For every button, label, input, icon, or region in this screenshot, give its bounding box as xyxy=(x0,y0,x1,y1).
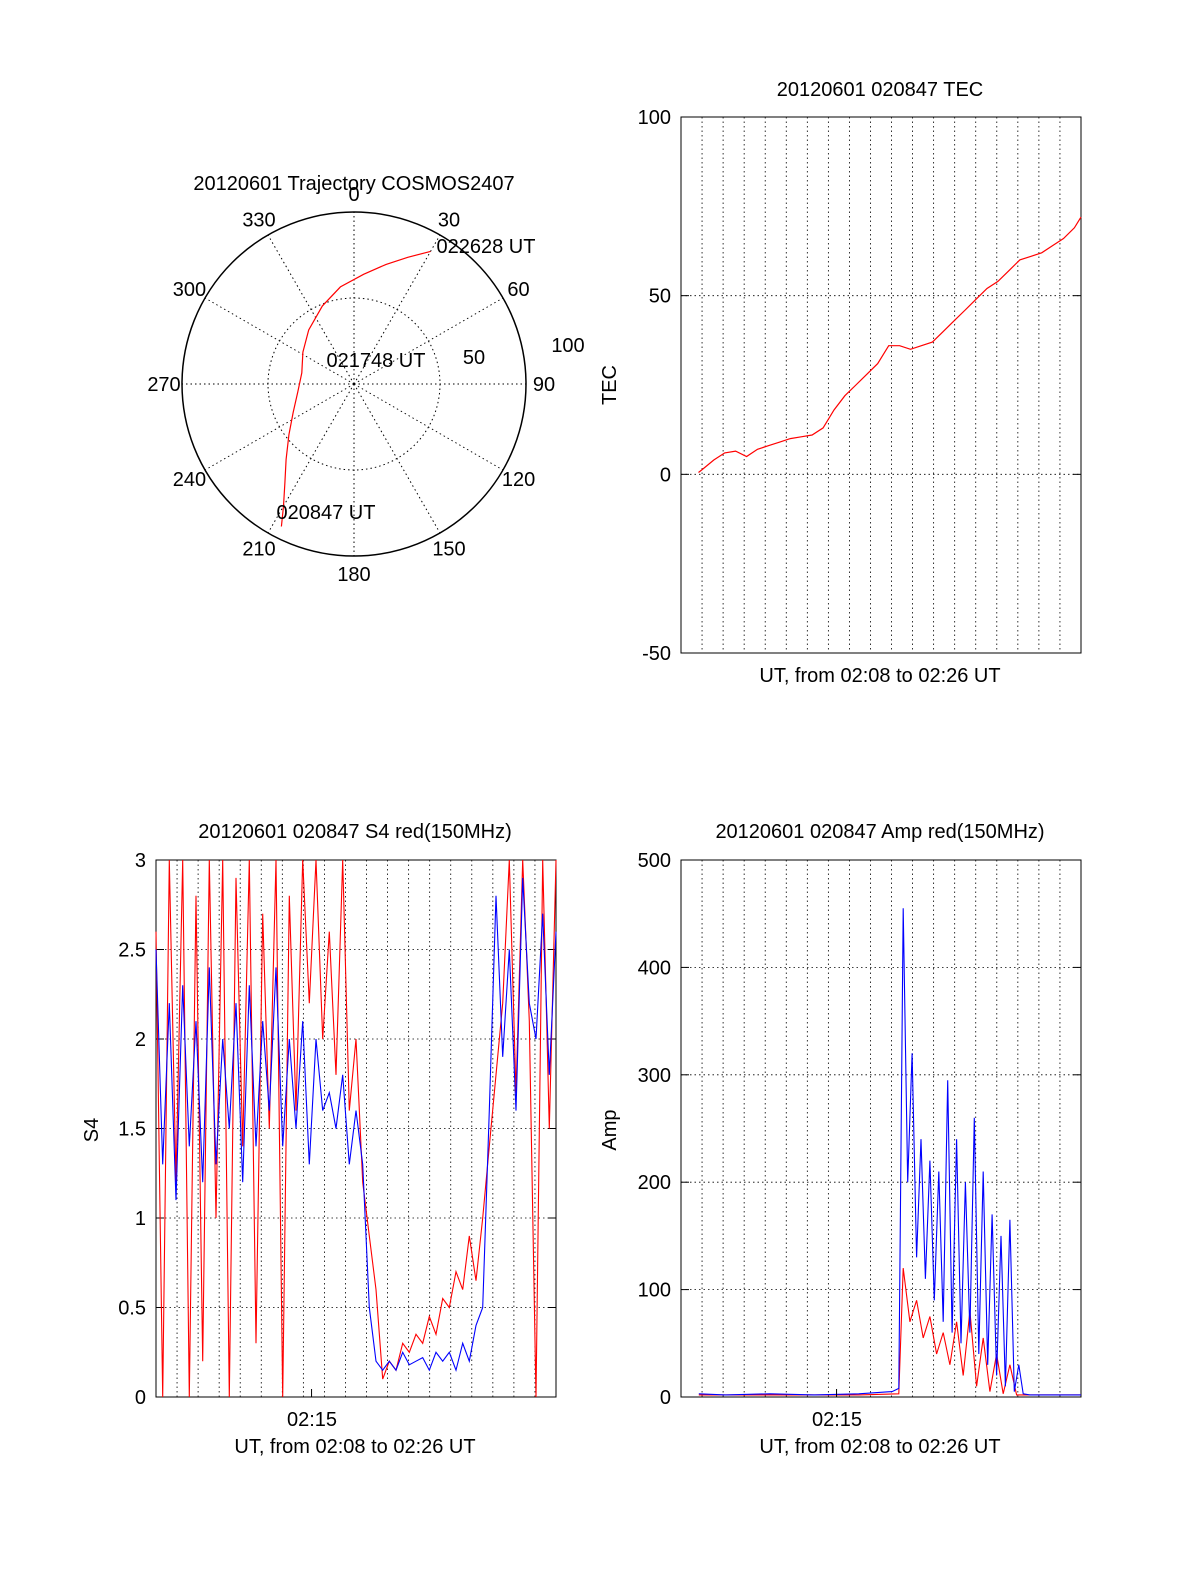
s4-title: 20120601 020847 S4 red(150MHz) xyxy=(198,821,512,843)
y-tick-label: 1 xyxy=(135,1208,146,1230)
y-tick-label: 400 xyxy=(638,957,671,979)
trajectory-azimuth-labels: 0 30 60 90 120 150 180 210 240 270 300 330 xyxy=(147,184,555,586)
tec-plot-frame xyxy=(680,116,1082,654)
spoke-line xyxy=(267,234,355,385)
azimuth-label: 300 xyxy=(173,279,206,301)
spoke-line xyxy=(267,383,355,534)
s4-panel: 20120601 020847 S4 red(150MHz) 0 0.5 1 1.5 2… xyxy=(81,821,557,1458)
amp-series-0 xyxy=(698,1268,1081,1396)
y-tick-label: 100 xyxy=(638,107,671,129)
trajectory-mid-label: 021748 UT xyxy=(327,350,426,372)
y-tick-label: 0.5 xyxy=(118,1298,146,1320)
amp-series-lines xyxy=(698,908,1081,1397)
s4-x-axis-label: UT, from 02:08 to 02:26 UT xyxy=(234,1436,475,1458)
azimuth-label: 0 xyxy=(348,184,359,206)
amp-series-1 xyxy=(698,908,1081,1396)
tec-y-axis-label: TEC xyxy=(599,365,621,405)
y-tick-label: 2.5 xyxy=(118,940,146,962)
spoke-line xyxy=(353,234,441,385)
amp-x-axis-label: UT, from 02:08 to 02:26 UT xyxy=(759,1436,1000,1458)
amp-x-tick-label: 02:15 xyxy=(812,1409,862,1431)
azimuth-label: 30 xyxy=(438,209,460,231)
trajectory-track-line xyxy=(280,250,431,527)
tec-x-axis-label: UT, from 02:08 to 02:26 UT xyxy=(759,665,1000,687)
spoke-line xyxy=(204,383,355,471)
y-tick-label: 0 xyxy=(135,1387,146,1409)
y-tick-label: 2 xyxy=(135,1029,146,1051)
s4-y-axis-label: S4 xyxy=(81,1118,103,1142)
s4-series-1 xyxy=(155,877,557,1373)
y-tick-label: 0 xyxy=(660,1387,671,1409)
trajectory-panel: 20120601 Trajectory COSMOS2407 0 30 60 90 12… xyxy=(147,173,584,586)
y-tick-label: 300 xyxy=(638,1065,671,1087)
y-tick-label: 200 xyxy=(638,1172,671,1194)
spoke-line xyxy=(353,383,504,471)
trajectory-end-label: 022628 UT xyxy=(437,236,536,258)
azimuth-label: 60 xyxy=(507,279,529,301)
s4-x-tick-label: 02:15 xyxy=(287,1409,337,1431)
s4-series-lines xyxy=(155,859,557,1398)
radial-label-100: 100 xyxy=(551,335,584,357)
s4-grid xyxy=(156,859,556,1398)
azimuth-label: 210 xyxy=(242,539,275,561)
azimuth-label: 330 xyxy=(242,209,275,231)
azimuth-label: 90 xyxy=(533,374,555,396)
amp-panel: 20120601 020847 Amp red(150MHz) 0 100 200 3… xyxy=(599,821,1082,1458)
azimuth-label: 120 xyxy=(502,469,535,491)
azimuth-label: 150 xyxy=(432,539,465,561)
y-tick-label: 0 xyxy=(660,464,671,486)
tec-title: 20120601 020847 TEC xyxy=(777,79,983,101)
spoke-line xyxy=(353,297,504,385)
y-tick-label: 500 xyxy=(638,850,671,872)
amp-y-axis-label: Amp xyxy=(599,1109,621,1150)
tec-series-line xyxy=(698,216,1082,473)
y-tick-label: -50 xyxy=(642,643,671,665)
trajectory-title: 20120601 Trajectory COSMOS2407 xyxy=(193,173,514,195)
azimuth-label: 240 xyxy=(173,469,206,491)
spoke-line xyxy=(204,297,355,385)
radial-label-50: 50 xyxy=(463,347,485,369)
y-tick-label: 50 xyxy=(649,286,671,308)
y-tick-label: 3 xyxy=(135,850,146,872)
y-tick-label: 1.5 xyxy=(118,1119,146,1141)
trajectory-grid xyxy=(181,211,527,557)
amp-plot-frame xyxy=(680,859,1082,1398)
amp-grid xyxy=(681,859,1081,1398)
amp-y-tick-labels: 0 100 200 300 400 500 xyxy=(638,850,671,1409)
s4-y-tick-labels: 0 0.5 1 1.5 2 2.5 3 xyxy=(118,850,146,1409)
azimuth-label: 270 xyxy=(147,374,180,396)
spoke-line xyxy=(353,383,441,534)
trajectory-start-label: 020847 UT xyxy=(277,502,376,524)
tec-grid xyxy=(681,116,1081,654)
azimuth-label: 180 xyxy=(337,564,370,586)
y-tick-label: 100 xyxy=(638,1280,671,1302)
tec-panel: 20120601 020847 TEC -50 0 50 100 TEC UT, fr… xyxy=(599,79,1082,687)
tec-y-tick-labels: -50 0 50 100 xyxy=(638,107,671,665)
s4-series-0 xyxy=(155,859,557,1398)
amp-title: 20120601 020847 Amp red(150MHz) xyxy=(715,821,1044,843)
